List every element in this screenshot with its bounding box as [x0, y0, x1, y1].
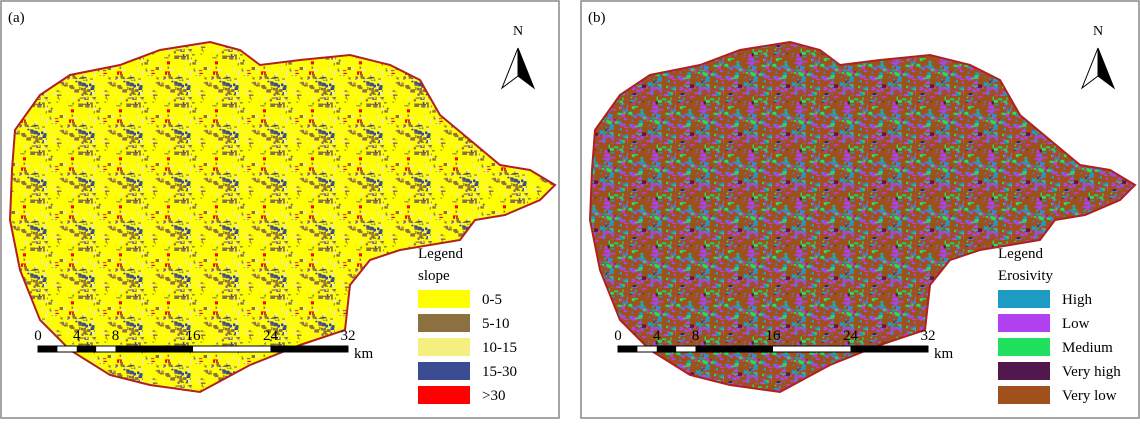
scale-bar-segment [116, 346, 194, 352]
legend-label: 5-10 [482, 316, 510, 332]
legend-swatch [418, 386, 470, 404]
legend-label: 10-15 [482, 340, 517, 356]
scale-bar-segment [38, 346, 57, 352]
legend-label: >30 [482, 388, 505, 404]
legend-label: 15-30 [482, 364, 517, 380]
scale-label: 24 [263, 328, 279, 344]
scale-bar-segment [77, 346, 96, 352]
legend-label: Very high [1062, 364, 1121, 380]
legend-swatch [418, 314, 470, 332]
scale-label: 32 [341, 328, 356, 344]
north-arrow [518, 48, 534, 88]
legend-swatch [418, 362, 470, 380]
north-arrow [502, 48, 518, 88]
legend-subtitle: Erosivity [998, 268, 1053, 284]
scale-label: 32 [921, 328, 936, 344]
scale-unit: km [354, 346, 374, 362]
scale-label: 16 [766, 328, 782, 344]
legend-title: Legend [418, 246, 463, 262]
legend-label: 0-5 [482, 292, 502, 308]
scale-label: 4 [653, 328, 661, 344]
scale-label: 24 [843, 328, 859, 344]
legend-swatch [998, 290, 1050, 308]
scale-bar-segment [851, 346, 929, 352]
north-label: N [1093, 24, 1103, 39]
scale-bar-segment [618, 346, 637, 352]
panel: (b) N Legend Erosivity High Low Medium Very hig… [581, 1, 1139, 418]
scale-bar-segment [657, 346, 676, 352]
legend-swatch [998, 386, 1050, 404]
scale-bar-segment [271, 346, 349, 352]
legend-swatch [998, 314, 1050, 332]
scale-unit: km [934, 346, 954, 362]
scale-bar-segment [696, 346, 774, 352]
north-label: N [513, 24, 523, 39]
legend-subtitle: slope [418, 268, 450, 284]
legend-swatch [998, 338, 1050, 356]
legend-label: High [1062, 292, 1093, 308]
panel-label: (b) [588, 10, 606, 26]
panel-label: (a) [8, 10, 25, 26]
legend-title: Legend [998, 246, 1043, 262]
scale-label: 8 [692, 328, 700, 344]
map-area [10, 42, 555, 392]
map-area [590, 42, 1135, 392]
legend-label: Medium [1062, 340, 1113, 356]
scale-label: 0 [34, 328, 42, 344]
scale-label: 16 [186, 328, 202, 344]
legend-swatch [418, 290, 470, 308]
legend-swatch [998, 362, 1050, 380]
scale-label: 8 [112, 328, 120, 344]
legend-label: Low [1062, 316, 1090, 332]
legend-label: Very low [1062, 388, 1117, 404]
panel: (a) N Legend slope 0-5 5-10 10-15 15-30 >30 0 4 8 16… [1, 1, 559, 418]
figure: (a) N Legend slope 0-5 5-10 10-15 15-30 >30 0 4 8 16… [0, 0, 1140, 419]
north-arrow [1098, 48, 1114, 88]
legend-swatch [418, 338, 470, 356]
north-arrow [1082, 48, 1098, 88]
scale-label: 4 [73, 328, 81, 344]
scale-label: 0 [614, 328, 622, 344]
